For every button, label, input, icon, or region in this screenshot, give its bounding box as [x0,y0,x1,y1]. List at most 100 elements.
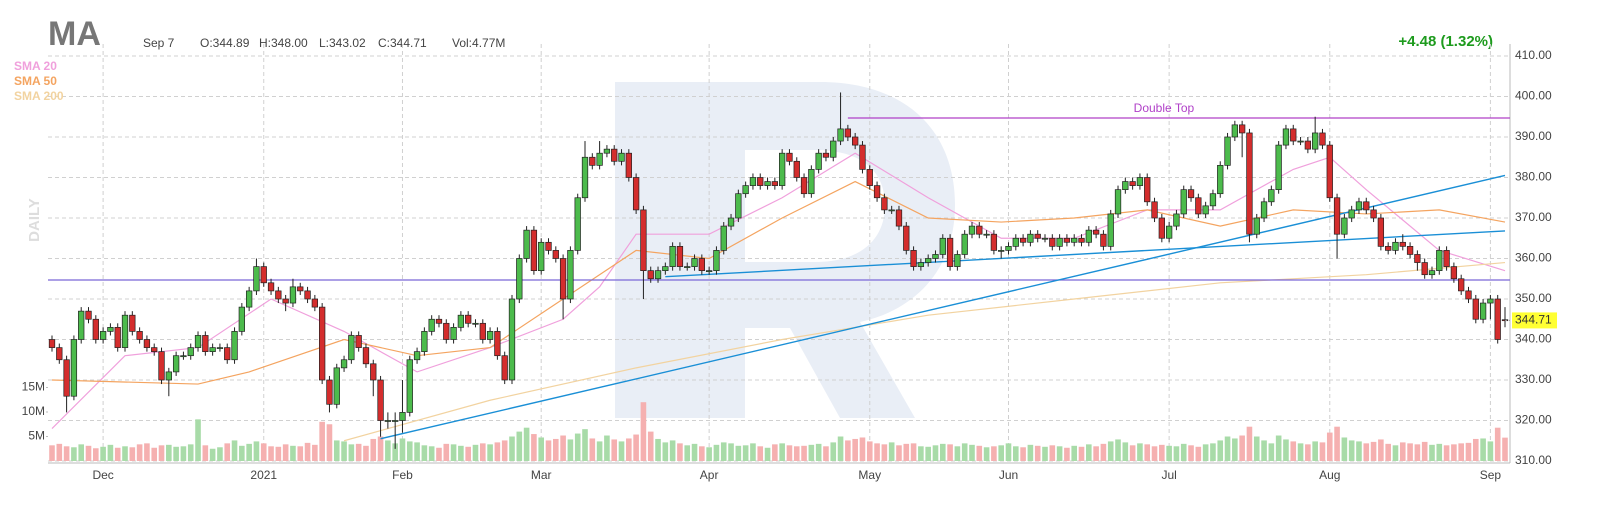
volume-bar [166,444,172,461]
volume-bar [1253,436,1260,461]
candle-body [581,156,589,199]
candle-body [253,266,260,292]
candle-body [340,359,348,369]
legend-entry: SMA 50 [14,74,57,88]
volume-bar [1399,442,1406,461]
candle-body [903,225,910,251]
candle-body [545,241,552,251]
candle-body [70,339,78,397]
volume-bar [582,429,588,461]
volume-bar [49,445,55,461]
candle-body [516,258,523,300]
volume-bar [443,443,450,461]
candle-body [362,347,370,365]
candle-body [392,420,399,422]
candle-body [866,169,873,186]
candle-body [1421,262,1428,276]
volume-bar [151,447,158,461]
volume-bar [1027,444,1034,461]
candle-body [1260,201,1268,219]
candle-body [822,152,830,158]
candle-body [1209,193,1217,207]
volume-bar [859,437,866,461]
y-tick-label: 370.00 [1515,210,1552,224]
x-tick-label: Feb [392,468,413,482]
candle-body [85,310,92,320]
candle-body [377,379,384,421]
volume-bar [684,445,691,461]
volume-bar [1012,446,1019,461]
candle-body [1056,237,1063,247]
volume-bar [596,441,603,461]
candle-body [662,266,669,272]
volume-bar [1472,438,1479,461]
volume-bar [1107,441,1114,461]
candle-body [1290,128,1297,142]
volume-bar [677,443,683,461]
candle-body [465,314,472,324]
candle-body [1063,237,1071,243]
candle-body [245,290,253,308]
candle-body [399,412,406,421]
volume-bar [801,445,807,461]
candle-body [1114,189,1122,215]
candle-body [1268,189,1275,203]
volume-bar [888,442,895,461]
candle-body [764,181,771,186]
volume-bar [1020,447,1026,461]
y-tick-label: 410.00 [1515,48,1552,62]
y-tick-label: 330.00 [1515,372,1552,386]
candle-body [406,359,413,413]
candle-body [1414,254,1421,263]
candle-body [1392,241,1399,251]
candle-body [1085,229,1092,243]
volume-bar [604,435,610,461]
volume-bar [224,443,231,461]
volume-bar [1093,446,1099,461]
volume-bar [428,446,435,461]
volume-bar [1224,436,1231,461]
candle-body [1363,201,1370,211]
volume-bar [1502,437,1508,461]
volume-bar [728,443,734,461]
volume-bar [866,441,873,461]
volume-bar [720,442,727,461]
volume-bar [71,447,77,461]
candle-body [1487,298,1494,304]
volume-bar [874,443,880,461]
volume-bar [691,443,698,461]
volume-bar [450,444,457,461]
volume-bar [553,438,559,461]
candle-body [800,177,808,195]
candle-body [552,250,559,259]
volume-bar [465,446,471,461]
volume-bar [1326,432,1333,461]
candle-body [611,148,618,162]
candle-body [1202,205,1209,215]
volume-bar [209,448,216,461]
volume-bar [618,441,625,461]
date: Sep 7 [143,36,175,50]
y-tick-label: 340.00 [1515,332,1552,346]
candle-body [589,156,596,166]
candle-body [260,266,267,284]
candle-body [881,197,888,211]
candle-body [888,209,895,212]
candle-body [808,169,815,195]
candle-body [523,229,530,259]
volume-bar [260,443,267,461]
trendline [380,174,1506,440]
candle-body [143,339,151,348]
volume-bar [531,434,537,461]
candle-body [1092,229,1100,235]
volume-bar [129,447,136,461]
candle-body [873,185,881,199]
volume-bar [377,436,384,461]
volume-bar [852,438,858,461]
candle-body [1472,298,1479,320]
candle-body [275,290,282,300]
volume-bar [823,446,829,461]
volume-bar [458,445,464,461]
watermark-bowl [681,82,955,418]
